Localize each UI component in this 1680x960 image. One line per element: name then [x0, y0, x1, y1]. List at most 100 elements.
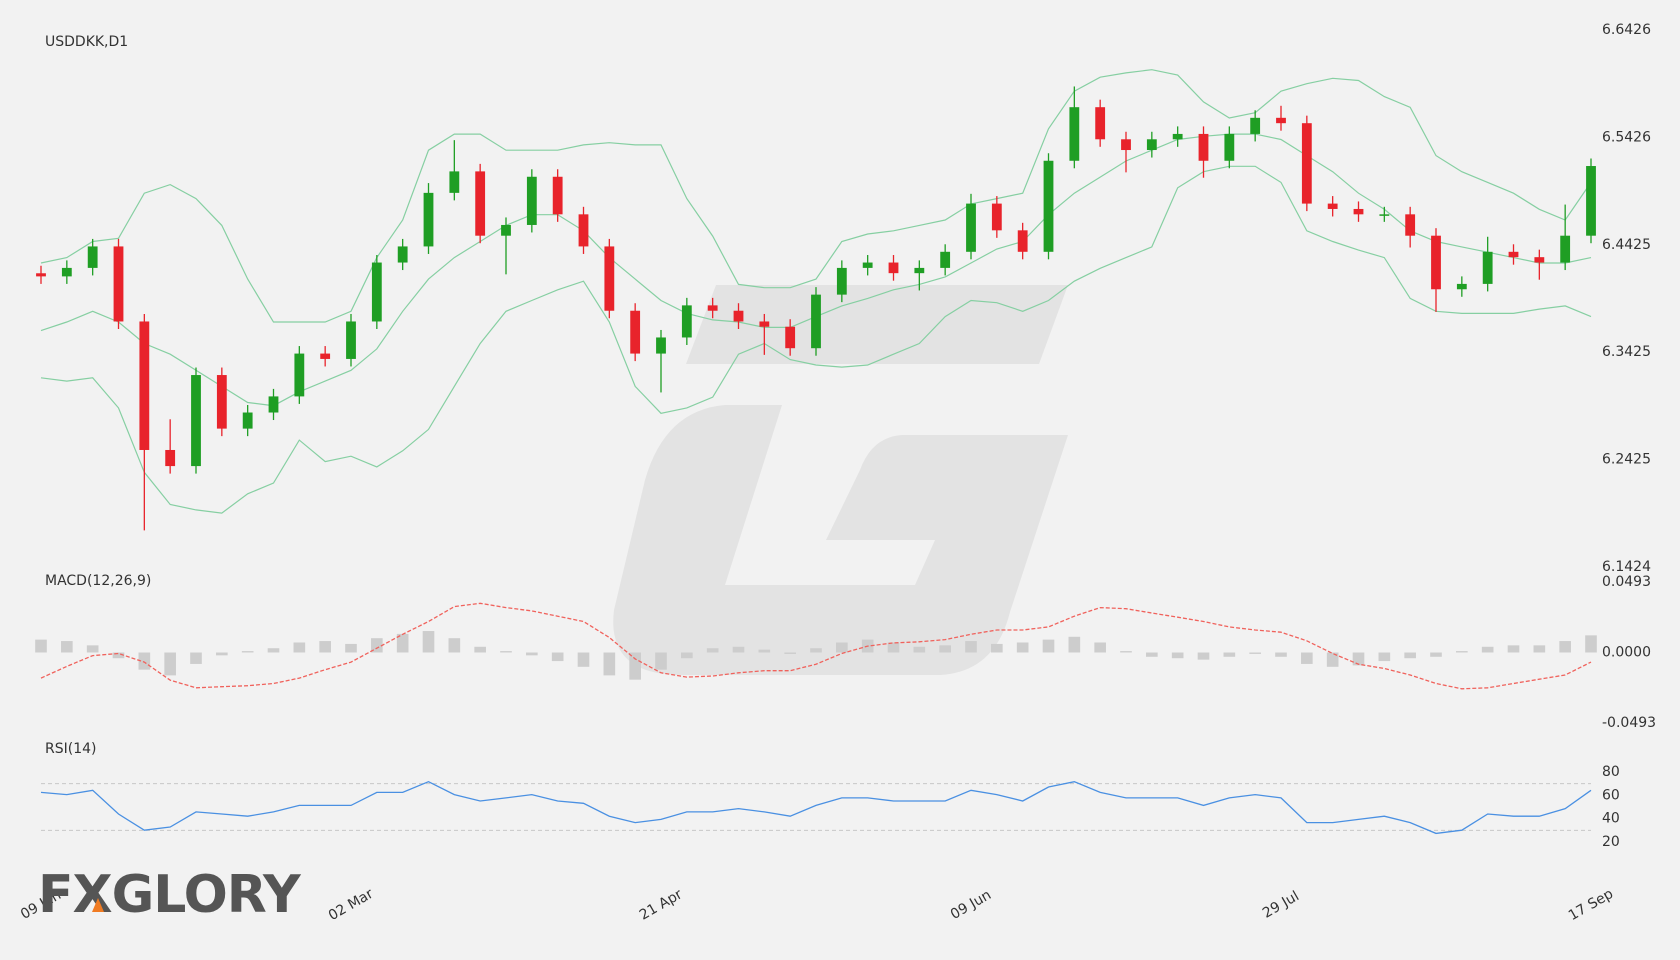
candle-body — [1095, 107, 1106, 140]
candle-body — [862, 262, 873, 268]
macd-histogram-bar — [1042, 639, 1055, 653]
candle-body — [371, 262, 382, 322]
macd-histogram-bar — [319, 641, 331, 653]
watermark-bar — [686, 285, 1068, 364]
candle-body — [707, 305, 718, 311]
candle-body — [1276, 117, 1286, 124]
macd-histogram-bar — [1068, 636, 1081, 653]
candle-body — [113, 246, 124, 322]
macd-histogram-bar — [448, 638, 461, 653]
macd-histogram-bar — [1249, 652, 1261, 654]
macd-histogram-bar — [706, 648, 719, 653]
lower-band — [40, 165, 1592, 514]
candle-body — [61, 267, 72, 277]
macd-histogram-bar — [603, 652, 616, 676]
macd-histogram-bar — [1352, 652, 1365, 666]
macd-histogram-bar — [1016, 642, 1029, 653]
watermark — [613, 285, 1068, 675]
candle-body — [578, 214, 589, 247]
macd-histogram-bar — [1533, 645, 1546, 653]
macd-histogram-bar — [371, 638, 383, 653]
candle-body — [449, 171, 460, 193]
candle-body — [1379, 214, 1390, 216]
candle-body — [1482, 251, 1493, 284]
macd-histogram-bar — [422, 631, 435, 653]
candle-body — [36, 273, 46, 277]
candle-body — [1301, 123, 1312, 204]
candle-body — [346, 321, 356, 359]
candle-body — [811, 294, 821, 349]
macd-histogram-bar — [1275, 652, 1287, 657]
candle-body — [656, 337, 666, 354]
macd-histogram-bar — [61, 641, 73, 653]
candle-body — [1250, 117, 1261, 134]
macd-histogram-bar — [965, 641, 977, 653]
macd-histogram-bar — [1146, 652, 1158, 657]
logo-accent — [92, 898, 104, 912]
y-tick-label: 6.5426 — [1602, 129, 1651, 145]
y-tick-label: 20 — [1602, 834, 1620, 850]
macd-title: MACD(12,26,9) — [45, 573, 151, 589]
candle-body — [216, 375, 227, 429]
price-title: USDDKK,D1 — [45, 34, 128, 50]
candle-body — [966, 203, 976, 252]
macd-line — [40, 602, 1592, 690]
candle-body — [1121, 139, 1131, 151]
macd-histogram-bar — [241, 651, 254, 653]
macd-histogram-bar — [474, 646, 486, 653]
candle-body — [1353, 208, 1364, 215]
macd-histogram-bar — [1326, 652, 1339, 667]
macd-histogram-bar — [1094, 642, 1106, 653]
macd-histogram-bar — [681, 652, 693, 659]
macd-histogram-bar — [1481, 646, 1494, 653]
y-tick-label: -0.0493 — [1602, 715, 1656, 731]
logo: FXGLORY — [38, 865, 302, 925]
macd-histogram-bar — [810, 648, 822, 653]
macd-histogram-bar — [1223, 652, 1236, 657]
macd-histogram-bar — [293, 642, 306, 653]
macd-histogram-bar — [1430, 652, 1442, 657]
candle-body — [1224, 133, 1235, 161]
candle-body — [475, 171, 486, 236]
macd-histogram-bar — [887, 642, 900, 653]
macd-histogram-bar — [1301, 652, 1313, 664]
rsi-line — [40, 780, 1592, 835]
y-tick-label: 0.0493 — [1602, 574, 1651, 590]
y-tick-label: 6.1424 — [1602, 559, 1651, 575]
watermark-g — [613, 405, 1068, 675]
candle-body — [1534, 257, 1545, 263]
macd-histogram-bar — [939, 645, 951, 653]
candle-body — [604, 246, 615, 311]
candle-body — [1405, 214, 1416, 236]
y-tick-label: 40 — [1602, 811, 1620, 827]
macd-histogram-bar — [35, 639, 47, 653]
macd-histogram-bar — [500, 651, 512, 653]
candle-body — [1146, 139, 1157, 151]
y-tick-label: 80 — [1602, 764, 1620, 780]
candle-body — [1172, 133, 1183, 140]
candle-body — [1327, 203, 1338, 209]
y-tick-label: 6.3425 — [1602, 344, 1651, 360]
macd-histogram-bar — [1507, 645, 1520, 653]
candle-body — [191, 375, 201, 467]
y-tick-label: 60 — [1602, 787, 1620, 803]
y-tick-label: 6.4425 — [1602, 237, 1651, 253]
macd-histogram-bar — [1197, 652, 1210, 660]
candle-body — [165, 449, 176, 467]
macd-histogram-bar — [732, 646, 745, 653]
candle-body — [552, 176, 563, 215]
candle-body — [681, 305, 692, 338]
macd-histogram-bar — [138, 652, 151, 670]
macd-histogram-bar — [345, 643, 357, 653]
candle-body — [242, 412, 253, 429]
macd-histogram-bar — [655, 652, 667, 670]
candle-body — [1069, 107, 1080, 161]
candle-body — [1456, 283, 1467, 290]
macd-histogram-bar — [164, 652, 176, 676]
candle-body — [914, 267, 925, 274]
candle-body — [1017, 230, 1028, 252]
candle-body — [940, 251, 951, 268]
macd-histogram-bar — [836, 642, 848, 653]
candle-body — [1586, 166, 1596, 236]
